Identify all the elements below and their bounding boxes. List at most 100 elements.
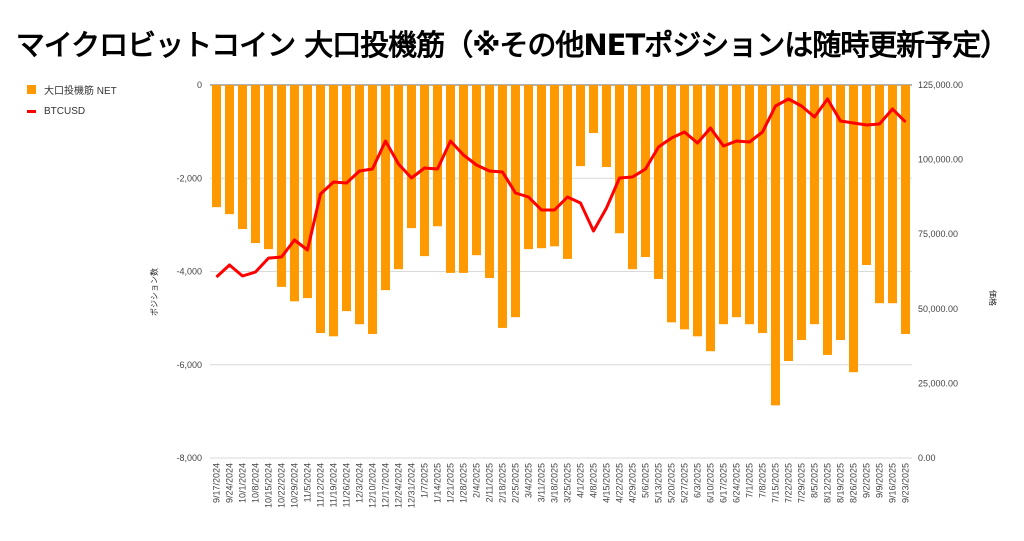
x-tick-label: 7/8/2025: [758, 463, 768, 498]
x-tick-label: 8/26/2025: [849, 463, 859, 503]
x-tick-label: 6/17/2025: [719, 463, 729, 503]
y-left-tick-label: -2,000: [176, 173, 202, 183]
x-tick-label: 12/24/2024: [394, 463, 404, 508]
legend-item-btcusd[interactable]: BTCUSD: [27, 100, 117, 122]
x-tick-label: 12/31/2024: [407, 463, 417, 508]
bar-net: [238, 85, 247, 230]
x-tick-label: 4/15/2025: [602, 463, 612, 503]
x-tick-label: 4/22/2025: [615, 463, 625, 503]
x-tick-label: 11/5/2024: [303, 463, 313, 502]
bar-net: [511, 85, 520, 318]
bar-net: [732, 85, 741, 318]
x-tick-label: 5/27/2025: [680, 463, 690, 503]
bar-net: [771, 85, 780, 406]
x-tick-label: 4/1/2025: [576, 463, 586, 498]
bar-net: [446, 85, 455, 273]
x-tick-label: 7/22/2025: [784, 463, 794, 503]
bar-net: [420, 85, 429, 257]
bar-net: [888, 85, 897, 304]
bar-net: [381, 85, 390, 291]
x-tick-label: 1/28/2025: [459, 463, 469, 503]
bar-net: [745, 85, 754, 325]
x-tick-label: 3/11/2025: [537, 463, 547, 502]
y-right-axis-title: 価格: [988, 290, 998, 306]
x-tick-label: 10/15/2024: [264, 463, 274, 508]
y-left-tick-label: -4,000: [176, 267, 202, 277]
bar-net: [550, 85, 559, 247]
bar-net: [225, 85, 234, 215]
bar-net: [875, 85, 884, 304]
bar-net: [784, 85, 793, 362]
x-tick-label: 11/26/2024: [342, 463, 352, 507]
bar-net: [212, 85, 221, 208]
y-right-tick-label: 25,000.00: [918, 378, 958, 388]
x-tick-label: 11/19/2024: [329, 463, 339, 507]
y-left-tick-label: -6,000: [176, 360, 202, 370]
legend-label-btcusd: BTCUSD: [44, 105, 86, 117]
bar-net: [303, 85, 312, 299]
x-tick-label: 7/29/2025: [797, 463, 807, 503]
bar-net: [615, 85, 624, 234]
bar-net: [706, 85, 715, 352]
bar-net: [537, 85, 546, 249]
bar-net: [576, 85, 585, 167]
x-tick-label: 4/29/2025: [628, 463, 638, 503]
x-tick-label: 2/11/2025: [485, 463, 495, 502]
legend-label-net: 大口投機筋 NET: [44, 85, 117, 97]
x-tick-label: 5/20/2025: [667, 463, 677, 503]
y-right-tick-label: 100,000.00: [918, 155, 963, 165]
bar-net: [368, 85, 377, 334]
bar-net: [251, 85, 260, 244]
x-tick-label: 12/10/2024: [368, 463, 378, 508]
bar-net: [459, 85, 468, 273]
x-tick-label: 3/18/2025: [550, 463, 560, 503]
chart-title: マイクロビットコイン 大口投機筋（※その他NETポジションは随時更新予定）: [15, 28, 1010, 62]
bar-net: [472, 85, 481, 256]
x-tick-label: 10/8/2024: [251, 463, 261, 503]
bar-net: [693, 85, 702, 337]
x-tick-label: 9/2/2025: [862, 463, 872, 498]
x-tick-label: 9/17/2024: [212, 463, 222, 503]
bar-net: [563, 85, 572, 259]
x-tick-label: 2/25/2025: [511, 463, 521, 503]
bar-net: [329, 85, 338, 337]
legend-item-net[interactable]: 大口投機筋 NET: [27, 78, 117, 100]
y-right-tick-label: 75,000.00: [918, 229, 958, 239]
x-tick-label: 8/19/2025: [836, 463, 846, 503]
bar-net: [277, 85, 286, 287]
legend-swatch-btcusd: [27, 109, 36, 113]
legend: 大口投機筋 NET BTCUSD: [27, 78, 117, 122]
x-tick-label: 10/22/2024: [277, 463, 287, 508]
bar-net: [485, 85, 494, 279]
y-right-tick-label: 50,000.00: [918, 304, 958, 314]
x-tick-label: 3/25/2025: [563, 463, 573, 503]
bar-net: [602, 85, 611, 168]
x-tick-label: 6/10/2025: [706, 463, 716, 503]
x-tick-label: 1/14/2025: [433, 463, 443, 503]
x-tick-label: 4/8/2025: [589, 463, 599, 498]
bar-net: [849, 85, 858, 373]
bar-net: [836, 85, 845, 341]
bar-net: [290, 85, 299, 302]
x-tick-label: 6/24/2025: [732, 463, 742, 503]
x-tick-label: 7/1/2025: [745, 463, 755, 498]
x-tick-label: 8/12/2025: [823, 463, 833, 503]
bar-net: [641, 85, 650, 258]
bar-net: [589, 85, 598, 134]
y-right-tick-label: 125,000.00: [918, 80, 963, 90]
y-right-tick-label: 0.00: [918, 453, 936, 463]
bar-net: [355, 85, 364, 325]
bar-net: [823, 85, 832, 355]
x-tick-label: 9/24/2024: [225, 463, 235, 503]
line-btcusd: [215, 97, 907, 279]
x-tick-label: 7/15/2025: [771, 463, 781, 503]
bar-net: [862, 85, 871, 265]
x-tick-label: 6/3/2025: [693, 463, 703, 498]
x-tick-label: 9/9/2025: [875, 463, 885, 498]
x-tick-label: 5/6/2025: [641, 463, 651, 498]
x-tick-label: 9/23/2025: [901, 463, 911, 503]
x-tick-label: 1/7/2025: [420, 463, 430, 498]
bar-net: [797, 85, 806, 341]
x-tick-label: 1/21/2025: [446, 463, 456, 503]
